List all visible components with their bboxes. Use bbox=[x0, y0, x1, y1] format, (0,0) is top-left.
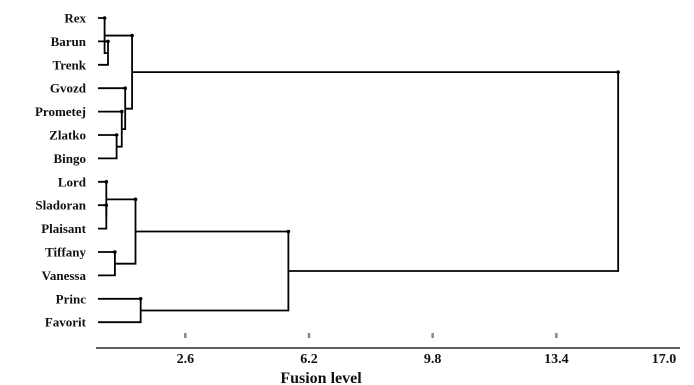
x-tick-label: 2.6 bbox=[177, 352, 195, 367]
merge-link bbox=[132, 71, 620, 272]
leaf-label: Prometej bbox=[35, 104, 86, 119]
merge-link bbox=[98, 40, 109, 66]
merge-node bbox=[106, 39, 110, 44]
leaf-label: Bingo bbox=[53, 151, 86, 166]
leaf-label: Rex bbox=[64, 11, 86, 26]
merge-link bbox=[98, 110, 123, 148]
merge-node bbox=[616, 70, 620, 74]
merge-node bbox=[114, 133, 119, 137]
leaf-label: Gvozd bbox=[50, 81, 87, 96]
leaf-label: Trenk bbox=[53, 57, 87, 72]
merge-link bbox=[98, 251, 116, 277]
leaf-label: Plaisant bbox=[41, 221, 86, 236]
dendrogram-nodes bbox=[102, 16, 620, 301]
merge-node bbox=[119, 109, 124, 114]
merge-link bbox=[98, 180, 108, 217]
merge-node bbox=[102, 16, 107, 20]
leaf-labels: Rex Barun Trenk Gvozd Prometej Zlatko Bingo Lor… bbox=[35, 11, 87, 330]
merge-node bbox=[123, 86, 127, 90]
merge-link bbox=[98, 204, 108, 230]
merge-link bbox=[98, 134, 118, 160]
merge-node bbox=[113, 250, 117, 254]
x-tick-label: 17.0 bbox=[652, 352, 677, 367]
x-tick-label: 6.2 bbox=[300, 352, 318, 367]
merge-link bbox=[135, 230, 290, 312]
merge-node bbox=[130, 33, 134, 38]
leaf-label: Favorit bbox=[45, 315, 87, 330]
x-axis-ticks: 2.6 6.2 9.8 13.4 17.0 bbox=[177, 333, 677, 367]
leaf-label: Zlatko bbox=[49, 128, 86, 143]
leaf-label: Barun bbox=[51, 34, 87, 49]
x-tick-label: 13.4 bbox=[544, 352, 569, 367]
merge-node bbox=[104, 180, 109, 184]
x-axis-title: Fusion level bbox=[280, 370, 362, 385]
leaf-label: Lord bbox=[58, 174, 87, 189]
merge-link bbox=[106, 198, 137, 265]
leaf-label: Sladoran bbox=[35, 198, 86, 213]
merge-node bbox=[286, 229, 291, 234]
leaf-label: Vanessa bbox=[42, 268, 87, 283]
merge-node bbox=[133, 197, 138, 202]
merge-node bbox=[138, 297, 143, 301]
leaf-label: Tiffany bbox=[45, 245, 86, 260]
merge-link bbox=[98, 17, 109, 54]
merge-node bbox=[104, 203, 109, 207]
dendrogram-links bbox=[98, 17, 620, 324]
x-tick-label: 9.8 bbox=[424, 352, 442, 367]
merge-link bbox=[98, 297, 142, 324]
leaf-label: Princ bbox=[56, 291, 87, 306]
